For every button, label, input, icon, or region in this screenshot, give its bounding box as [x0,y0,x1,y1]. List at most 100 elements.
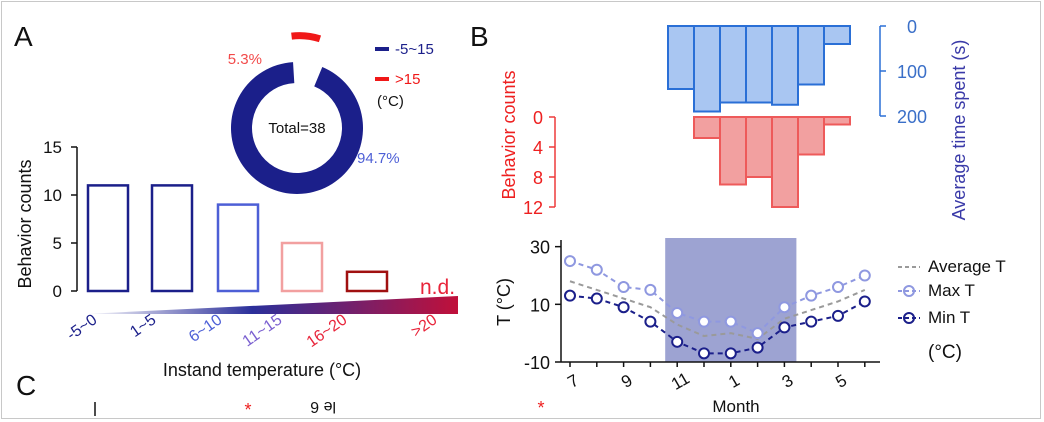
winter-shaded-region [665,238,797,362]
panel-label-a: A [14,21,33,52]
bar-a-y-ticks: 0 5 10 15 [43,138,77,301]
behavior-count-bar [797,116,825,156]
legend-label-navy: -5~15 [395,41,434,58]
temp-point-min [751,341,764,354]
temp-point-min [832,309,844,322]
temp-point-min [778,321,791,334]
time-spent-bar [745,25,773,104]
legend-max-label: Max T [928,281,975,300]
panel-c-star-2: * [537,398,544,418]
bar-a-x-tick-label: 16~20 [304,311,351,351]
bar-a-bar [280,241,324,293]
temp-x-ticks: 7 9 11 1 3 5 [564,362,866,394]
behavior-count-tick-label: 12 [523,198,543,218]
panel-label-b: B [470,21,489,52]
time-spent-bar [771,25,799,106]
bar-a-bar [150,184,194,293]
donut-slice-red [291,32,322,43]
temp-point-max [805,289,818,302]
bar-a-bar [345,270,389,293]
temp-point-max [698,315,710,328]
bar-a-y-tick-label: 15 [43,138,62,157]
bar-a-bar [216,203,260,293]
legend-min-label: Min T [928,308,970,327]
temp-point-min [590,292,603,305]
donut-chart [231,32,363,195]
panel-label-c: C [16,370,36,401]
behavior-count-tick-label: 0 [533,108,543,128]
temp-point-max [644,283,657,296]
temp-point-max [858,269,871,282]
legend-unit: (°C) [377,93,404,110]
legend-unit-temp: (°C) [928,342,962,363]
temp-x-tick-label: 3 [779,371,797,392]
temp-point-min [564,289,576,302]
behavior-count-bar [823,116,851,126]
temp-point-max [671,306,684,319]
temp-lines [564,255,871,360]
behavior-count-tick-label: 8 [533,168,543,188]
behavior-count-axis-label: Behavior counts [499,70,519,199]
temp-point-min [805,315,818,328]
bar-a-x-label: Instand temperature (°C) [163,360,361,380]
time-spent-bar [667,25,695,90]
bar-a-bars [86,184,389,293]
temp-point-min [698,347,710,360]
temp-point-min [858,295,871,308]
donut-percent-red: 5.3% [228,51,262,68]
temp-y-ticks: 30 10 -10 [524,238,561,373]
bar-a-x-tick-label: -5~0 [64,311,100,344]
donut-slice-navy [231,62,363,195]
behavior-count-ticks: 0 4 8 12 [523,108,555,218]
bar-a-x-tick-label: >20 [408,311,440,341]
bar-a-x-tick-label: 1~5 [127,311,159,341]
temp-point-max [832,281,844,294]
behavior-count-bar [693,116,721,139]
temp-x-label: Month [712,397,759,416]
bar-a-x-ticks: -5~0 1~5 6~10 11~15 16~20 >20 [64,311,440,351]
temp-point-max [590,263,603,276]
temp-y-label: T (°C) [494,278,514,326]
temp-point-max [778,301,791,314]
donut-center-text: Total=38 [268,120,325,137]
time-spent-bar [823,25,851,45]
bar-a-bar [86,184,130,293]
temp-y-tick-label: -10 [524,353,550,373]
time-spent-tick-label: 0 [907,17,917,37]
temp-point-max [724,315,737,328]
bar-a-y-tick-label: 5 [53,234,62,253]
temp-point-max [617,281,630,294]
temp-x-tick-label: 5 [832,371,850,392]
temp-point-max [751,327,764,340]
time-spent-tick-label: 100 [897,62,927,82]
temp-point-min [644,315,657,328]
bar-a-y-tick-label: 0 [53,282,62,301]
time-spent-bar [797,25,825,86]
behavior-count-bar [745,116,773,178]
time-spent-bar [693,25,721,113]
temp-point-min [617,301,630,314]
bar-a-y-label: Behavior counts [15,159,35,288]
temp-x-tick-label: 1 [725,371,743,392]
temp-point-min [724,347,737,360]
temp-x-tick-label: 9 [618,371,636,392]
temp-x-tick-label: 7 [564,371,582,392]
bar-a-x-tick-label: 11~15 [240,311,286,350]
behavior-count-tick-label: 4 [533,138,543,158]
temp-y-tick-label: 30 [530,238,550,258]
time-spent-bars [667,25,851,113]
behavior-count-bar [719,116,747,186]
bar-a-x-tick-label: 6~10 [186,311,225,346]
behavior-count-bar [771,116,799,208]
temp-x-tick-label: 11 [668,369,693,394]
behavior-count-bars [693,116,851,208]
temperature-gradient-wedge [84,296,458,314]
bar-a-nd-annotation: n.d. [420,276,455,299]
time-spent-tick-label: 200 [897,107,927,127]
legend-max-marker [903,285,915,297]
legend-min-marker [903,312,915,324]
legend-average-label: Average T [928,257,1006,276]
time-spent-bar [719,25,747,104]
panel-c-fragment: le 6 [310,398,336,415]
